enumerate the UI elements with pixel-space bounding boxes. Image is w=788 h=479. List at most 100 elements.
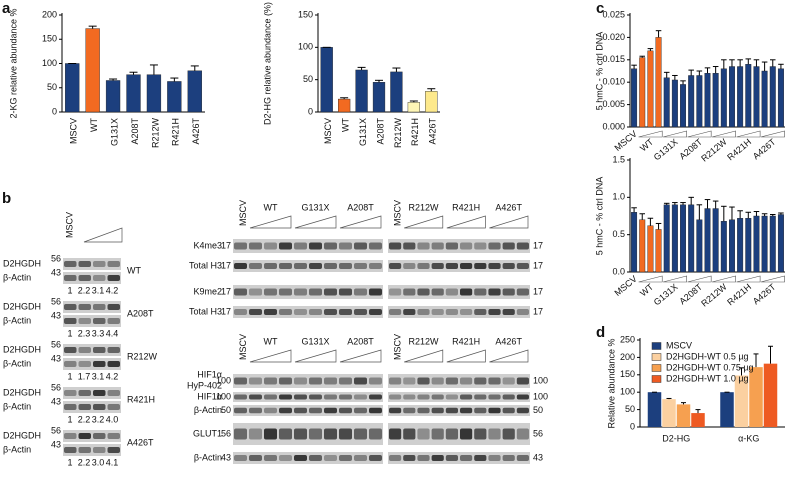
blot-band bbox=[354, 377, 367, 385]
bar bbox=[126, 74, 141, 113]
blot-band bbox=[417, 455, 430, 461]
panel-label: a bbox=[2, 0, 11, 17]
blot-band bbox=[403, 263, 416, 269]
blot-band bbox=[107, 390, 120, 396]
bar bbox=[663, 77, 670, 128]
blot-band bbox=[403, 377, 416, 385]
mw-marker: 43 bbox=[51, 353, 61, 363]
mw-marker: 43 bbox=[51, 439, 61, 449]
quant-value: 2.3 bbox=[78, 328, 91, 338]
blot-band bbox=[488, 288, 501, 296]
blot-strip bbox=[63, 387, 121, 399]
group-header: R212W bbox=[408, 202, 439, 212]
blot-band bbox=[403, 407, 416, 414]
blot-band bbox=[264, 455, 277, 461]
blot-band bbox=[389, 309, 402, 315]
blot-band bbox=[417, 288, 430, 296]
mw-marker: 17 bbox=[221, 286, 231, 296]
blot-band bbox=[264, 377, 277, 385]
x-tick-label: A208T bbox=[130, 118, 140, 145]
bar bbox=[676, 404, 691, 427]
blot-strip bbox=[63, 358, 121, 370]
blot-band bbox=[488, 309, 501, 315]
blot-band bbox=[369, 428, 382, 440]
blot-band bbox=[249, 455, 262, 461]
blot-strip bbox=[233, 239, 383, 253]
blot-strip bbox=[63, 444, 121, 456]
cell-line-label: R421H bbox=[127, 394, 155, 404]
dose-triangle bbox=[711, 130, 736, 138]
quant-value: 2.2 bbox=[78, 414, 91, 424]
dose-triangle bbox=[249, 349, 292, 363]
blot-band bbox=[431, 377, 444, 385]
mw-marker: 56 bbox=[51, 253, 61, 263]
blot-band bbox=[93, 347, 106, 353]
x-tick-label: R421H bbox=[725, 137, 753, 163]
x-tick-label: R212W bbox=[150, 118, 160, 149]
blot-band bbox=[516, 377, 529, 385]
blot-band bbox=[389, 394, 402, 400]
legend-swatch bbox=[651, 342, 662, 350]
blot-band bbox=[78, 447, 91, 453]
blot-band bbox=[78, 390, 91, 396]
blot-band bbox=[445, 455, 458, 461]
bar bbox=[737, 66, 744, 128]
blot-band bbox=[64, 447, 77, 453]
y-tick-label: 100 bbox=[42, 58, 57, 68]
blot-band bbox=[389, 242, 402, 250]
blot-band bbox=[431, 242, 444, 250]
blot-band bbox=[107, 304, 120, 310]
blot-band bbox=[64, 433, 77, 439]
blot-band bbox=[107, 404, 120, 410]
dose-triangle bbox=[736, 275, 761, 283]
blot-band bbox=[64, 261, 77, 267]
blot-band bbox=[403, 428, 416, 440]
blot-band bbox=[107, 433, 120, 439]
quant-value: 4.0 bbox=[106, 414, 119, 424]
blot-band bbox=[445, 309, 458, 315]
y-tick-label: 150 bbox=[42, 34, 57, 44]
dose-triangle bbox=[662, 275, 687, 283]
blot-band bbox=[339, 455, 352, 461]
blot-band bbox=[294, 288, 307, 296]
mw-marker: 56 bbox=[51, 382, 61, 392]
y-axis-label: Relative abundance % bbox=[606, 338, 616, 428]
blot-band bbox=[324, 377, 337, 385]
y-tick-label: 1.0 bbox=[612, 192, 625, 202]
blot-band bbox=[389, 377, 402, 385]
y-tick-label: 200 bbox=[620, 352, 635, 362]
dose-triangle bbox=[736, 130, 761, 138]
blot-band bbox=[431, 263, 444, 269]
dose-triangle bbox=[294, 215, 337, 229]
dose-triangle bbox=[662, 130, 687, 138]
blot-band bbox=[234, 407, 247, 414]
blot-band bbox=[516, 309, 529, 315]
quant-value: 1 bbox=[67, 328, 72, 338]
blot-band bbox=[389, 263, 402, 269]
blot-band bbox=[107, 318, 120, 324]
bar bbox=[631, 212, 638, 273]
blot-band bbox=[78, 404, 91, 410]
blot-band bbox=[354, 288, 367, 296]
blot-band bbox=[93, 318, 106, 324]
blot-band bbox=[417, 407, 430, 414]
blot-band bbox=[417, 394, 430, 400]
blot-band bbox=[474, 309, 487, 315]
blot-band bbox=[474, 428, 487, 440]
protein-label: D2HGDH bbox=[3, 387, 41, 397]
blot-band bbox=[294, 309, 307, 315]
group-header: A208T bbox=[347, 336, 374, 346]
blot-band bbox=[502, 288, 515, 296]
blot-strip bbox=[63, 401, 121, 413]
blot-band bbox=[502, 455, 515, 461]
quant-value: 4.2 bbox=[106, 371, 119, 381]
x-tick-label: MSCV bbox=[613, 274, 639, 298]
blot-strip bbox=[388, 405, 530, 416]
blot-band bbox=[431, 407, 444, 414]
blot-band bbox=[474, 407, 487, 414]
mw-marker: 50 bbox=[221, 405, 231, 415]
protein-label: β-Actin bbox=[3, 444, 31, 454]
dose-triangle bbox=[489, 215, 529, 229]
group-header: A426T bbox=[495, 202, 522, 212]
quant-value: 3.3 bbox=[92, 328, 105, 338]
